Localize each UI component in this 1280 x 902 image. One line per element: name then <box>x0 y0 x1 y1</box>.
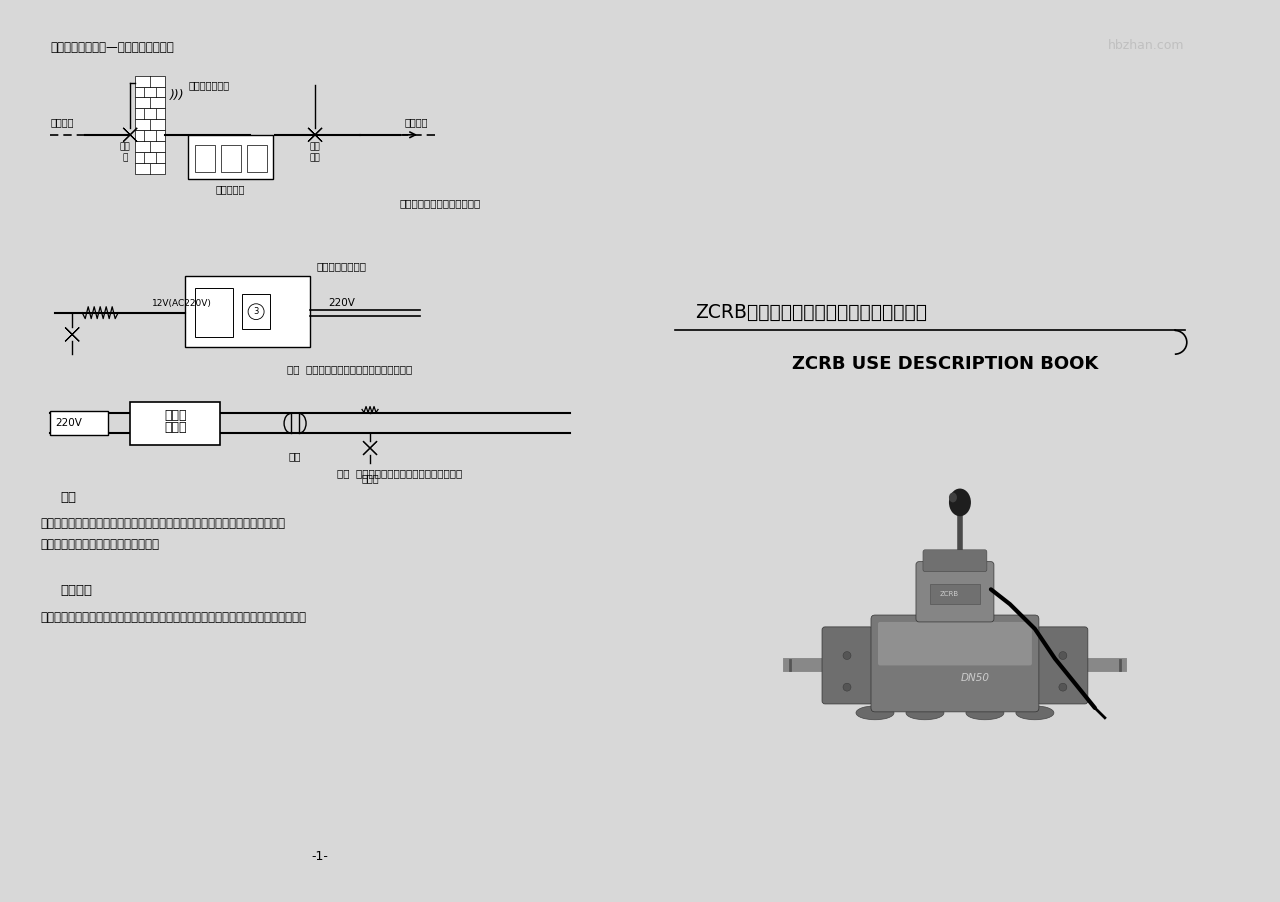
FancyBboxPatch shape <box>923 550 987 572</box>
Ellipse shape <box>966 706 1004 720</box>
Text: DN50: DN50 <box>960 673 989 683</box>
Circle shape <box>844 651 851 659</box>
Bar <box>247 144 268 172</box>
Bar <box>136 119 165 131</box>
Text: 安装时请注意阀体上标明的气流方向。: 安装时请注意阀体上标明的气流方向。 <box>40 538 159 551</box>
FancyBboxPatch shape <box>822 627 873 704</box>
Circle shape <box>844 683 851 691</box>
Bar <box>188 134 273 179</box>
Text: 220V: 220V <box>328 298 355 308</box>
Ellipse shape <box>1016 706 1053 720</box>
FancyBboxPatch shape <box>1037 627 1088 704</box>
Text: 3: 3 <box>253 308 259 317</box>
FancyBboxPatch shape <box>870 615 1039 712</box>
Bar <box>136 131 165 142</box>
Text: ))): ))) <box>170 88 184 102</box>
Bar <box>131 401 220 445</box>
Bar <box>136 76 165 87</box>
Bar <box>50 411 109 435</box>
Text: 煤气计量仪: 煤气计量仪 <box>215 184 244 194</box>
Bar <box>136 142 165 152</box>
Bar <box>221 144 241 172</box>
Text: 订货时注明：型号、规格、介质、公称压力、工作压差、电源电压等或其它特殊要求。: 订货时注明：型号、规格、介质、公称压力、工作压差、电源电压等或其它特殊要求。 <box>40 611 306 624</box>
Text: 报系统: 报系统 <box>164 421 187 435</box>
Text: 图五  温度（压力）仸表与电磁阀的管路配置: 图五 温度（压力）仸表与电磁阀的管路配置 <box>288 364 412 374</box>
Polygon shape <box>65 327 79 341</box>
Text: 煤气泄漏报警器: 煤气泄漏报警器 <box>188 80 229 90</box>
Circle shape <box>1059 651 1066 659</box>
Bar <box>242 294 270 329</box>
Text: 用户管道: 用户管道 <box>404 117 429 127</box>
Text: 220V: 220V <box>55 419 82 428</box>
Bar <box>136 108 165 119</box>
Text: 12V(AC220V): 12V(AC220V) <box>152 299 212 308</box>
Text: 管道配置（见图四—图六、仅供参考）: 管道配置（见图四—图六、仅供参考） <box>50 41 174 54</box>
Circle shape <box>1059 683 1066 691</box>
Bar <box>195 288 233 337</box>
FancyBboxPatch shape <box>878 622 1032 666</box>
Text: 消防警: 消防警 <box>164 409 187 421</box>
Bar <box>136 152 165 163</box>
Polygon shape <box>123 128 137 142</box>
Text: 安装: 安装 <box>60 491 77 503</box>
Ellipse shape <box>856 706 893 720</box>
Text: ZCRB USE DESCRIPTION BOOK: ZCRB USE DESCRIPTION BOOK <box>792 355 1098 373</box>
Text: 温度（压力）仸表: 温度（压力）仸表 <box>316 262 366 272</box>
Bar <box>195 144 215 172</box>
Text: 警銅: 警銅 <box>289 451 301 461</box>
Bar <box>136 97 165 108</box>
Text: 图四报警器与电磁阀管道配置: 图四报警器与电磁阀管道配置 <box>399 198 480 208</box>
Bar <box>136 163 165 174</box>
Text: 电磁
阀: 电磁 阀 <box>120 143 131 162</box>
Text: 普通型（非防爆型）燃气快速切断阀通常安装在被监控区室外的主供气管道上。: 普通型（非防爆型）燃气快速切断阀通常安装在被监控区室外的主供气管道上。 <box>40 517 285 530</box>
Text: ZCRB: ZCRB <box>940 592 959 597</box>
Polygon shape <box>308 128 323 142</box>
Text: hbzhan.com: hbzhan.com <box>1108 40 1185 52</box>
Ellipse shape <box>948 492 957 502</box>
Polygon shape <box>364 441 378 455</box>
Ellipse shape <box>906 706 943 720</box>
Bar <box>931 584 980 604</box>
Text: -1-: -1- <box>311 850 329 862</box>
Text: 订货须知: 订货须知 <box>60 584 92 597</box>
Circle shape <box>248 304 264 319</box>
Text: 供气管道: 供气管道 <box>50 117 74 127</box>
Bar <box>186 276 310 347</box>
FancyBboxPatch shape <box>916 562 993 622</box>
Ellipse shape <box>948 489 972 516</box>
Text: 手动
阀门: 手动 阀门 <box>310 143 320 162</box>
Text: 图六  高层建筑中央消防报警系统的管路配置: 图六 高层建筑中央消防报警系统的管路配置 <box>338 468 462 478</box>
Text: 电磁阀: 电磁阀 <box>361 473 379 483</box>
Bar <box>136 87 165 97</box>
Text: ZCRB系列燃气紧急切断电磁阀使用说明书: ZCRB系列燃气紧急切断电磁阀使用说明书 <box>695 303 927 322</box>
